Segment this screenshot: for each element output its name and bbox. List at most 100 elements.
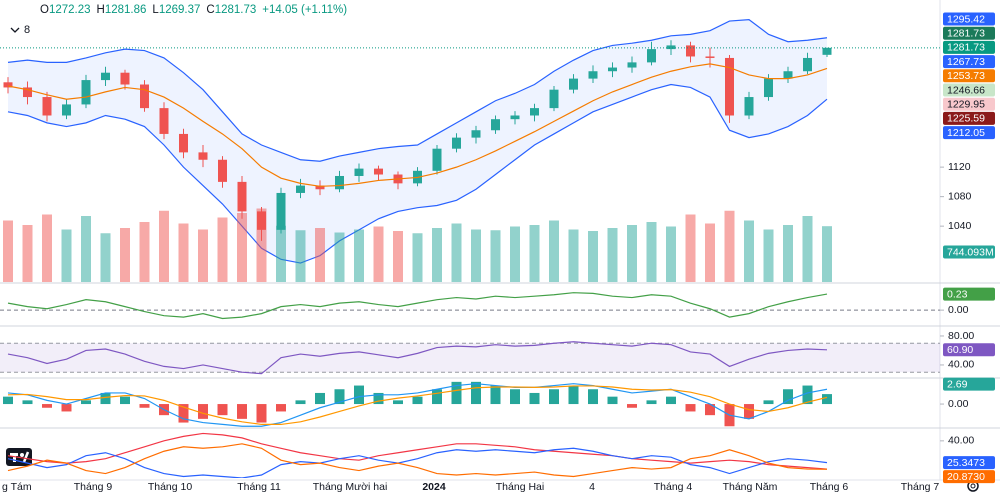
candle-body [705, 56, 715, 58]
candle-body [374, 168, 383, 175]
bar [529, 225, 540, 282]
y-tick-label: 0.00 [948, 398, 969, 410]
bar [393, 231, 403, 282]
price-tag [943, 287, 995, 301]
candle-body [432, 148, 442, 171]
candle-body [354, 168, 364, 176]
price-tag [943, 470, 995, 484]
bar [139, 404, 150, 408]
bar [724, 210, 735, 282]
bar [763, 229, 774, 282]
price-tag [943, 26, 995, 40]
series-line [7, 447, 828, 478]
bar [588, 231, 598, 282]
bar [685, 214, 696, 282]
bar [373, 226, 384, 282]
bar [588, 389, 598, 405]
bar [42, 404, 52, 408]
candle-body [140, 84, 149, 109]
bar [276, 225, 286, 282]
bar [451, 223, 462, 282]
header-field: O1272.23 [40, 4, 91, 16]
x-tick-label: Tháng 6 [810, 481, 849, 493]
candle-body [81, 80, 91, 105]
header-text: 1269.37 [158, 4, 201, 16]
bar [490, 385, 501, 405]
series-line [7, 83, 828, 264]
indicator-count: 8 [24, 24, 31, 36]
x-tick-label: Tháng Hai [496, 481, 544, 493]
candle-body [647, 49, 656, 63]
x-tick-label: g Tám [2, 481, 32, 493]
header-field: H1281.86 [97, 4, 147, 16]
header-text: 1281.73 [214, 4, 257, 16]
bar [607, 396, 618, 405]
series-line [7, 443, 828, 478]
candle-body [315, 185, 325, 190]
bar [22, 400, 33, 405]
candle-body [3, 82, 13, 88]
candle-body [764, 78, 773, 98]
bar [744, 404, 754, 419]
bar [315, 392, 325, 405]
bar [802, 385, 813, 405]
x-tick-label: Tháng Mười hai [313, 481, 388, 493]
bar [822, 394, 832, 405]
x-tick-label: Tháng 7 [901, 481, 940, 493]
x-tick-label: Tháng 9 [74, 481, 113, 493]
x-tick-label: Tháng 11 [237, 481, 281, 493]
header-text: 1281.86 [104, 4, 147, 16]
bar [315, 228, 325, 282]
candle-body [276, 192, 286, 230]
price-tag-label: 1246.66 [947, 84, 985, 96]
bar [217, 217, 228, 282]
bar [666, 226, 676, 282]
x-tick-label: Tháng 4 [654, 481, 693, 493]
bar [568, 229, 579, 282]
y-tick-label: 1120 [948, 161, 971, 173]
price-tag [943, 377, 995, 391]
indicator-toggle[interactable]: 8 [10, 24, 30, 36]
candle-body [783, 71, 793, 79]
bar [100, 392, 111, 405]
price-tag [943, 126, 995, 140]
bar [744, 220, 754, 282]
candle-body [335, 175, 344, 190]
price-tag-label: 1267.73 [947, 56, 985, 68]
candle-body [822, 47, 832, 55]
bar [432, 389, 442, 405]
bar [685, 404, 696, 412]
candle-body [218, 159, 227, 182]
bar [432, 228, 442, 282]
price-tag [943, 83, 995, 97]
header-text: H [96, 4, 105, 16]
bar [373, 392, 384, 405]
bar [705, 404, 715, 416]
ohlc-header: O1272.23 H1281.86 L1269.37 C1281.73 +14.05 (… [40, 4, 347, 16]
bar [412, 233, 423, 282]
price-tag [943, 343, 995, 357]
header-field: L1269.37 [152, 4, 200, 16]
price-tag-label: 2.69 [947, 378, 968, 390]
price-tag [943, 245, 995, 259]
x-tick-label: Tháng Năm [723, 481, 778, 493]
bar [607, 228, 618, 282]
bar [822, 226, 832, 282]
bar [42, 214, 52, 282]
header-text: L [152, 4, 159, 16]
candle-body [569, 78, 578, 90]
bar [568, 385, 579, 405]
candle-body [588, 71, 598, 79]
bar [627, 225, 637, 282]
price-tag-label: 20.8730 [947, 471, 985, 483]
bar [295, 400, 306, 405]
panel [0, 341, 940, 375]
panel [3, 208, 832, 282]
bar [412, 396, 423, 405]
band-fill [8, 19, 827, 264]
price-tag [943, 40, 995, 54]
bar [256, 208, 267, 282]
price-tag-label: 1225.59 [947, 113, 985, 125]
bar [120, 228, 130, 282]
